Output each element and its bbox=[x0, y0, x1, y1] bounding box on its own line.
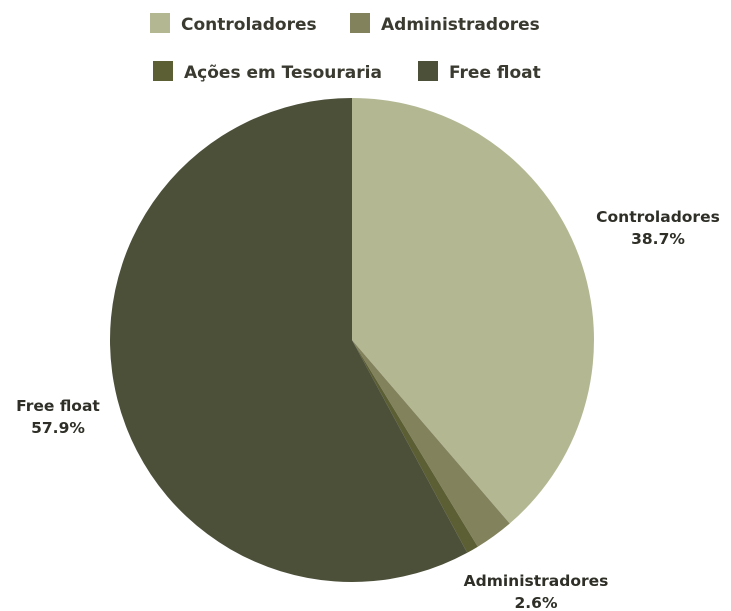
data-label-name-administradores: Administradores bbox=[464, 572, 609, 590]
legend-label-controladores: Controladores bbox=[181, 15, 317, 35]
pie-slice-administradores bbox=[352, 340, 510, 547]
legend-swatch-acoes-em-tesouraria bbox=[153, 61, 173, 81]
data-label-value-controladores: 38.7% bbox=[631, 230, 685, 248]
legend-swatch-free-float bbox=[418, 61, 438, 81]
data-label-name-controladores: Controladores bbox=[596, 208, 720, 226]
legend-label-acoes-em-tesouraria: Ações em Tesouraria bbox=[184, 63, 382, 83]
pie-slice-controladores bbox=[352, 98, 594, 524]
legend-swatch-administradores bbox=[350, 13, 370, 33]
legend-swatch-controladores bbox=[150, 13, 170, 33]
data-label-value-free-float: 57.9% bbox=[31, 419, 85, 437]
pie-slice-acoes-em-tesouraria bbox=[352, 340, 478, 553]
data-label-value-administradores: 2.6% bbox=[515, 594, 558, 611]
legend-label-free-float: Free float bbox=[449, 63, 541, 83]
legend: Controladores Administradores Ações em T… bbox=[150, 13, 541, 83]
pie-slices bbox=[109, 98, 594, 583]
data-label-name-free-float: Free float bbox=[16, 397, 100, 415]
legend-label-administradores: Administradores bbox=[381, 15, 540, 35]
data-labels: Controladores 38.7% Administradores 2.6%… bbox=[16, 208, 720, 611]
pie-slice-free-float bbox=[109, 98, 468, 583]
